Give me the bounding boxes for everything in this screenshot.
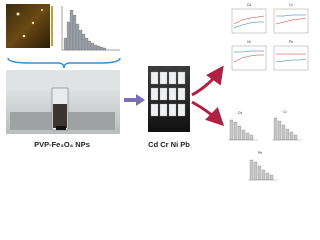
np-photo — [6, 70, 120, 134]
curved-arrow — [191, 100, 225, 127]
panel-label: Ni — [247, 40, 251, 44]
curved-arrow — [191, 65, 224, 97]
page: {"figure":{"nanoparticle_label":"PVP-Fe₃… — [6, 3, 309, 181]
panel-label: Pb — [258, 151, 262, 155]
size-histogram — [61, 6, 120, 51]
afm-image — [6, 4, 53, 48]
metal-photo — [148, 66, 190, 132]
panel-label: Cd — [247, 3, 252, 7]
nanoparticle-label: PVP-Fe₃O₄ NPs — [34, 140, 90, 149]
removal-charts — [228, 117, 302, 181]
arrow-head — [136, 94, 145, 106]
adsorption-charts — [231, 8, 309, 71]
bracket — [7, 57, 121, 69]
panel-label: Pb — [289, 40, 293, 44]
metals-label: Cd Cr Ni Pb — [148, 140, 190, 149]
graphical-abstract: PVP-Fe₃O₄ NPs Cd Cr Ni Pb Cd Cr Ni Pb — [6, 3, 309, 181]
panel-label: Cr — [283, 110, 288, 114]
panel-label: Cr — [289, 3, 294, 7]
panel-label: Cd — [238, 111, 243, 115]
